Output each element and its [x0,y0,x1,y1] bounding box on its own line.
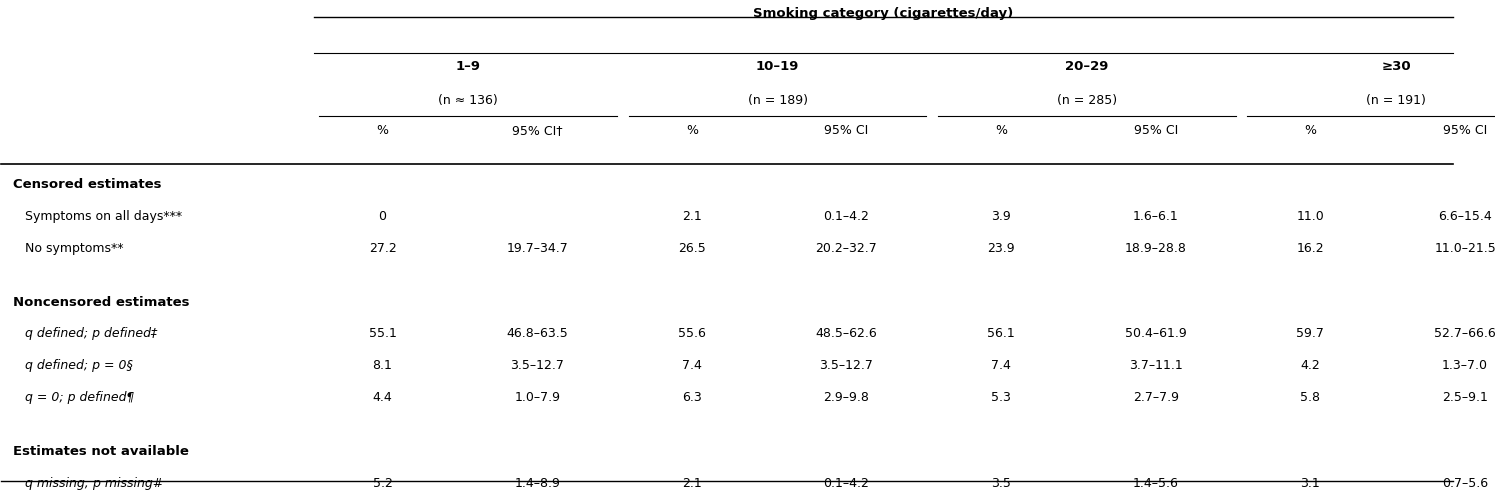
Text: 3.5: 3.5 [991,477,1011,490]
Text: 95% CI: 95% CI [1133,124,1178,137]
Text: 95% CI: 95% CI [1443,124,1488,137]
Text: 2.1: 2.1 [682,477,701,490]
Text: %: % [686,124,698,137]
Text: 50.4–61.9: 50.4–61.9 [1124,327,1187,340]
Text: 10–19: 10–19 [756,60,800,73]
Text: 7.4: 7.4 [682,359,701,372]
Text: 3.1: 3.1 [1301,477,1320,490]
Text: 1.3–7.0: 1.3–7.0 [1443,359,1488,372]
Text: Estimates not available: Estimates not available [13,446,188,458]
Text: 11.0–21.5: 11.0–21.5 [1434,242,1495,254]
Text: (n ≈ 136): (n ≈ 136) [438,94,498,107]
Text: 56.1: 56.1 [987,327,1015,340]
Text: 95% CI: 95% CI [824,124,869,137]
Text: 55.1: 55.1 [369,327,396,340]
Text: 2.9–9.8: 2.9–9.8 [824,391,870,404]
Text: 26.5: 26.5 [677,242,706,254]
Text: Noncensored estimates: Noncensored estimates [13,296,190,309]
Text: 6.3: 6.3 [682,391,701,404]
Text: ≥30: ≥30 [1381,60,1411,73]
Text: 1.4–8.9: 1.4–8.9 [514,477,561,490]
Text: (n = 191): (n = 191) [1366,94,1426,107]
Text: 5.2: 5.2 [372,477,393,490]
Text: 1.0–7.9: 1.0–7.9 [514,391,561,404]
Text: 4.4: 4.4 [372,391,392,404]
Text: 2.7–7.9: 2.7–7.9 [1133,391,1178,404]
Text: 8.1: 8.1 [372,359,393,372]
Text: 11.0: 11.0 [1296,209,1325,223]
Text: 46.8–63.5: 46.8–63.5 [507,327,568,340]
Text: 4.2: 4.2 [1301,359,1320,372]
Text: q defined; p = 0§: q defined; p = 0§ [13,359,133,372]
Text: No symptoms**: No symptoms** [13,242,124,254]
Text: 1.4–5.6: 1.4–5.6 [1133,477,1178,490]
Text: 0.1–4.2: 0.1–4.2 [824,477,870,490]
Text: Censored estimates: Censored estimates [13,178,161,191]
Text: 1.6–6.1: 1.6–6.1 [1133,209,1178,223]
Text: 95% CI†: 95% CI† [511,124,562,137]
Text: 3.5–12.7: 3.5–12.7 [510,359,564,372]
Text: %: % [377,124,389,137]
Text: 16.2: 16.2 [1296,242,1325,254]
Text: q missing; p missing#: q missing; p missing# [13,477,163,490]
Text: 27.2: 27.2 [369,242,396,254]
Text: 1–9: 1–9 [456,60,481,73]
Text: 20.2–32.7: 20.2–32.7 [816,242,878,254]
Text: 3.5–12.7: 3.5–12.7 [819,359,873,372]
Text: q defined; p defined‡: q defined; p defined‡ [13,327,157,340]
Text: 23.9: 23.9 [987,242,1015,254]
Text: 18.9–28.8: 18.9–28.8 [1124,242,1187,254]
Text: 7.4: 7.4 [991,359,1011,372]
Text: 55.6: 55.6 [677,327,706,340]
Text: 2.5–9.1: 2.5–9.1 [1443,391,1488,404]
Text: %: % [996,124,1008,137]
Text: q = 0; p defined¶: q = 0; p defined¶ [13,391,135,404]
Text: (n = 285): (n = 285) [1057,94,1117,107]
Text: (n = 189): (n = 189) [748,94,807,107]
Text: 0.7–5.6: 0.7–5.6 [1443,477,1488,490]
Text: 0.1–4.2: 0.1–4.2 [824,209,870,223]
Text: 5.3: 5.3 [991,391,1011,404]
Text: 19.7–34.7: 19.7–34.7 [507,242,568,254]
Text: 59.7: 59.7 [1296,327,1325,340]
Text: Symptoms on all days***: Symptoms on all days*** [13,209,182,223]
Text: Smoking category (cigarettes/day): Smoking category (cigarettes/day) [753,7,1014,20]
Text: %: % [1305,124,1317,137]
Text: 52.7–66.6: 52.7–66.6 [1434,327,1495,340]
Text: 48.5–62.6: 48.5–62.6 [816,327,878,340]
Text: 0: 0 [378,209,387,223]
Text: 20–29: 20–29 [1064,60,1108,73]
Text: 3.9: 3.9 [991,209,1011,223]
Text: 2.1: 2.1 [682,209,701,223]
Text: 6.6–15.4: 6.6–15.4 [1438,209,1492,223]
Text: 5.8: 5.8 [1301,391,1320,404]
Text: 3.7–11.1: 3.7–11.1 [1129,359,1183,372]
